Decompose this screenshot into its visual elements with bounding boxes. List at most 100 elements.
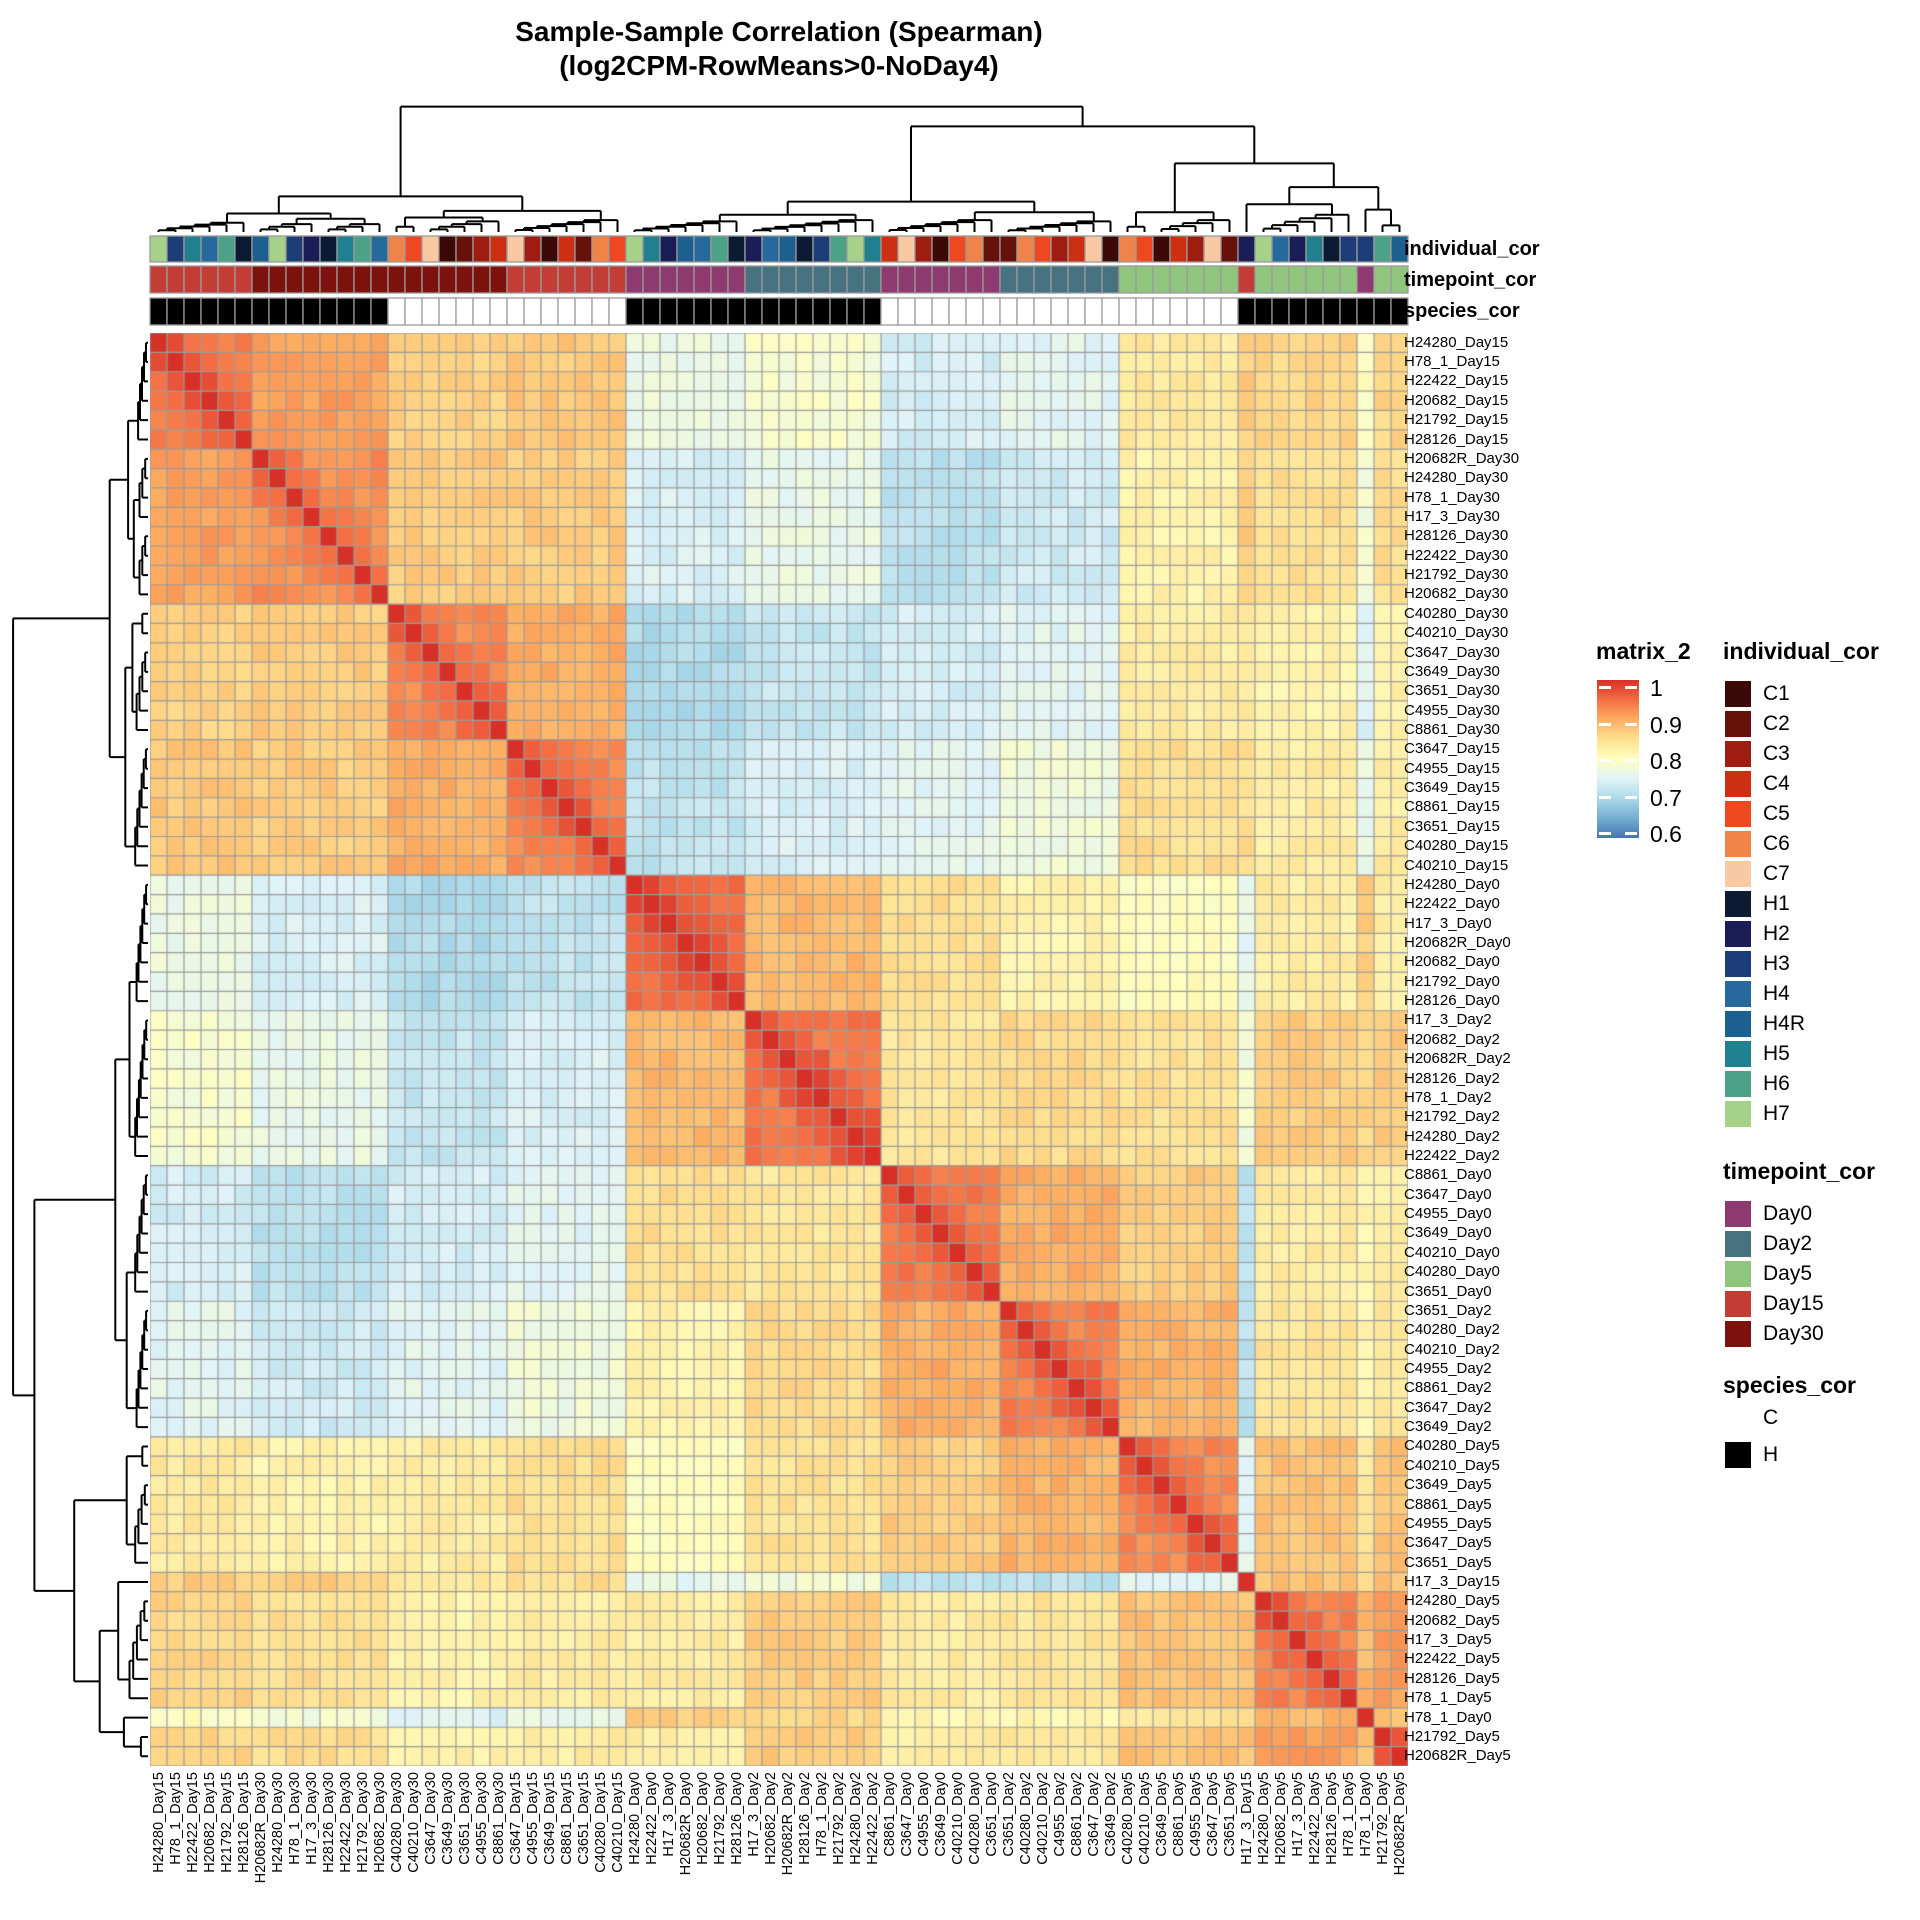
individual-annotation-cell [336, 235, 355, 263]
row-label: C8861_Day30 [1404, 720, 1500, 738]
species-annotation-cell [1203, 297, 1222, 326]
individual-annotation-cell [319, 235, 338, 263]
column-label: H17_3_Day5 [1289, 1772, 1306, 1857]
column-label: H20682R_Day30 [252, 1772, 269, 1884]
timepoint-annotation-cell [1305, 265, 1324, 294]
row-label: H28126_Day5 [1404, 1669, 1500, 1687]
species-annotation-cell [1050, 297, 1069, 326]
individual-annotation-cell [302, 235, 321, 263]
individual-annotation-cell [183, 235, 202, 263]
timepoint-annotation-cell [948, 265, 967, 294]
individual-annotation-cell [812, 235, 831, 263]
column-label: C8861_Day0 [881, 1772, 898, 1857]
legend-individual-item-swatch [1725, 801, 1751, 827]
row-label: H22422_Day0 [1404, 895, 1500, 913]
column-label: C8861_Day15 [558, 1772, 575, 1865]
legend-individual-item-swatch [1725, 861, 1751, 887]
individual-annotation-cell [1322, 235, 1341, 263]
row-label: H24280_Day5 [1404, 1592, 1500, 1610]
column-dendrogram [157, 105, 1401, 232]
column-label: C40280_Day5 [1119, 1772, 1136, 1865]
legend-individual-item-label: C5 [1763, 802, 1790, 825]
column-label: C3651_Day5 [1221, 1772, 1238, 1857]
column-label: C3651_Day0 [983, 1772, 1000, 1857]
species-annotation-cell [761, 297, 780, 326]
row-label: H78_1_Day30 [1404, 488, 1500, 506]
row-label: C40280_Day15 [1404, 837, 1509, 855]
row-label: C40210_Day2 [1404, 1340, 1500, 1358]
individual-annotation-cell [1254, 235, 1273, 263]
species-annotation-cell [812, 297, 831, 326]
timepoint-annotation-cell [1339, 265, 1358, 294]
colorbar-tick-dash [1625, 795, 1637, 799]
legend-timepoint-item-swatch [1725, 1291, 1751, 1317]
legend-individual-item-swatch [1725, 1071, 1751, 1097]
row-label: C40210_Day15 [1404, 856, 1509, 874]
row-label: H24280_Day15 [1404, 333, 1509, 351]
row-label: H20682_Day15 [1404, 391, 1509, 409]
column-label: H21792_Day0 [711, 1772, 728, 1865]
individual-annotation-cell [1390, 235, 1409, 263]
individual-annotation-cell [1288, 235, 1307, 263]
timepoint-annotation-cell [693, 265, 712, 294]
species-annotation-cell [795, 297, 814, 326]
individual-annotation-cell [1271, 235, 1290, 263]
row-label: C3647_Day2 [1404, 1398, 1492, 1416]
legend-individual-item-label: C6 [1763, 832, 1790, 855]
individual-annotation-cell [1067, 235, 1086, 263]
row-label: H78_1_Day15 [1404, 353, 1500, 371]
species-annotation-cell [1322, 297, 1341, 326]
timepoint-annotation-cell [676, 265, 695, 294]
timepoint-annotation-cell [370, 265, 389, 294]
timepoint-annotation-cell [557, 265, 576, 294]
column-label: C3649_Day0 [932, 1772, 949, 1857]
legend-title-timepoint: timepoint_cor [1723, 1158, 1876, 1184]
timepoint-annotation-cell [608, 265, 627, 294]
individual-annotation-cell [251, 235, 270, 263]
species-annotation-cell [1169, 297, 1188, 326]
column-label: C3651_Day2 [1000, 1772, 1017, 1857]
row-label: C8861_Day0 [1404, 1166, 1492, 1184]
individual-annotation-cell [744, 235, 763, 263]
timepoint-annotation-cell [897, 265, 916, 294]
species-annotation-cell [982, 297, 1001, 326]
column-label: C8861_Day5 [1170, 1772, 1187, 1857]
column-label: H21792_Day30 [354, 1772, 371, 1873]
legend-individual-item-swatch [1725, 741, 1751, 767]
species-annotation-cell [234, 297, 253, 326]
individual-annotation-cell [1373, 235, 1392, 263]
timepoint-annotation-cell [353, 265, 372, 294]
legend-species-item-label: H [1763, 1443, 1779, 1466]
legend-individual-item-swatch [1725, 1011, 1751, 1037]
row-label: C3647_Day5 [1404, 1534, 1492, 1552]
legend-title-individual: individual_cor [1723, 638, 1879, 664]
species-annotation-cell [710, 297, 729, 326]
timepoint-annotation-cell [914, 265, 933, 294]
timepoint-annotation-cell [1152, 265, 1171, 294]
row-label: H20682_Day2 [1404, 1030, 1500, 1048]
column-label: H78_1_Day2 [813, 1772, 830, 1857]
column-label: H24280_Day2 [847, 1772, 864, 1865]
colorbar-tick-dash [1599, 759, 1611, 763]
species-annotation-cell [455, 297, 474, 326]
row-label: H24280_Day30 [1404, 469, 1509, 487]
species-annotation-cell [1186, 297, 1205, 326]
species-annotation-cell [1271, 297, 1290, 326]
species-annotation-cell [744, 297, 763, 326]
individual-annotation-cell [421, 235, 440, 263]
timepoint-annotation-cell [1016, 265, 1035, 294]
row-label: H78_1_Day2 [1404, 1088, 1492, 1106]
figure-title-line2: (log2CPM-RowMeans>0-NoDay4) [559, 50, 999, 81]
column-label: C3647_Day5 [1204, 1772, 1221, 1857]
timepoint-annotation-cell [999, 265, 1018, 294]
individual-annotation-cell [200, 235, 219, 263]
individual-annotation-cell [1118, 235, 1137, 263]
individual-annotation-cell [863, 235, 882, 263]
legend-individual-item-label: H4 [1763, 982, 1790, 1005]
legend-timepoint-item-swatch [1725, 1201, 1751, 1227]
timepoint-annotation-cell [829, 265, 848, 294]
individual-annotation-cell [1356, 235, 1375, 263]
species-annotation-cell [625, 297, 644, 326]
species-annotation-cell [676, 297, 695, 326]
individual-annotation-cell [965, 235, 984, 263]
